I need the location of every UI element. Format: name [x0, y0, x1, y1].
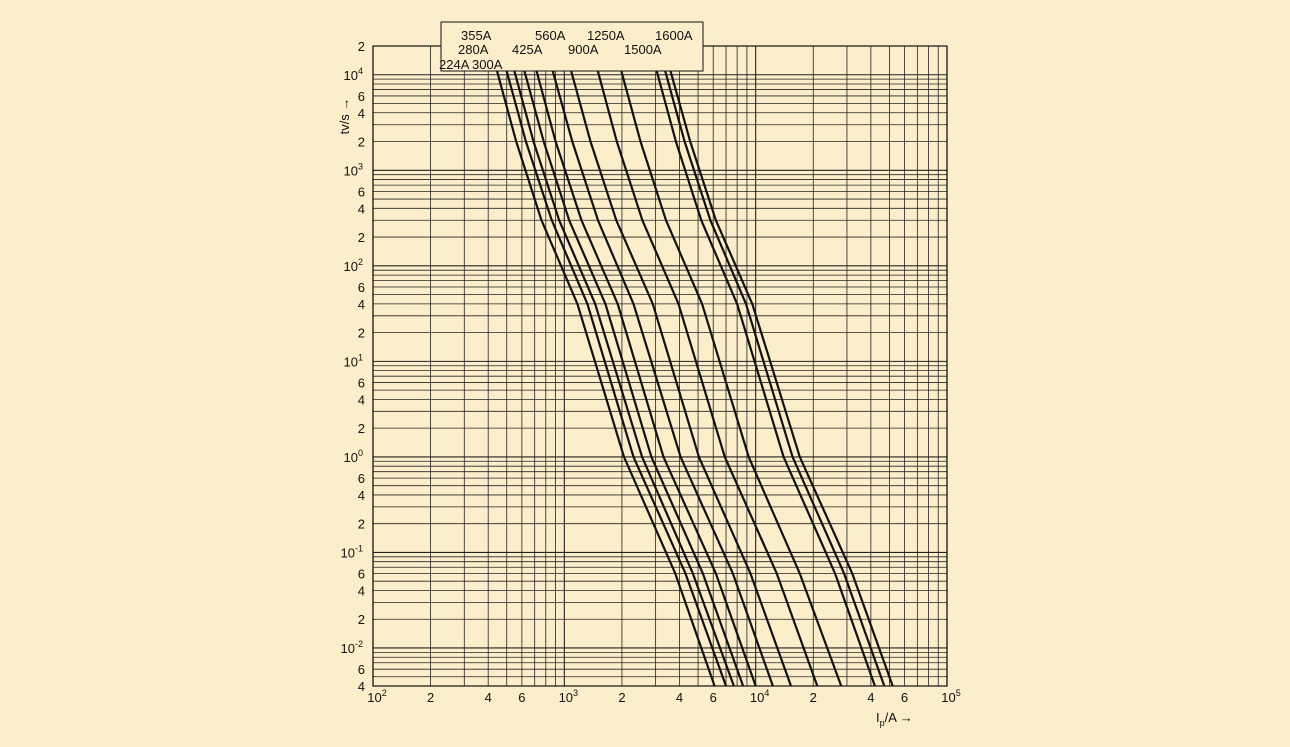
- x-tick-label: 6: [518, 690, 525, 705]
- series-line-900a: [563, 45, 793, 687]
- y-tick-label: 2: [358, 135, 365, 150]
- series-line-1500a: [613, 45, 843, 687]
- y-tick-label: 104: [344, 66, 363, 83]
- series-label: 1250A: [587, 28, 625, 43]
- series-line-300a: [506, 45, 735, 687]
- series-line-1250a: [590, 45, 819, 687]
- y-tick-label: 4: [358, 201, 365, 216]
- y-tick-label: 6: [358, 662, 365, 677]
- x-tick-label: 104: [750, 688, 769, 705]
- y-tick-label: 2: [358, 612, 365, 627]
- y-tick-label: 4: [358, 488, 365, 503]
- y-tick-label: 10-2: [341, 639, 363, 656]
- y-tick-label: 4: [358, 679, 365, 694]
- series-line-355a: [516, 45, 745, 687]
- x-tick-label: 6: [710, 690, 717, 705]
- x-axis-label-rest: /A →: [885, 710, 913, 725]
- x-tick-label: 2: [618, 690, 625, 705]
- series-label: 1600A: [655, 28, 693, 43]
- y-tick-label: 4: [358, 297, 365, 312]
- x-axis-label-base: I: [876, 710, 880, 725]
- series-line-1600a: [648, 45, 876, 687]
- y-tick-label: 6: [358, 567, 365, 582]
- y-axis-label: tv/s →: [337, 98, 352, 135]
- y-tick-label: 4: [358, 106, 365, 121]
- x-tick-label: 103: [559, 688, 578, 705]
- series-layer: [489, 45, 894, 687]
- x-tick-label: 4: [485, 690, 492, 705]
- y-tick-label: 6: [358, 89, 365, 104]
- x-tick-label: 105: [941, 688, 960, 705]
- y-tick-label: 2: [358, 326, 365, 341]
- y-tick-label: 4: [358, 583, 365, 598]
- y-tick-label: 4: [358, 392, 365, 407]
- series-line-560a: [544, 45, 774, 687]
- series-label: 560A: [535, 28, 566, 43]
- series-label-box: 355A 560A 1250A 1600A 280A 425A 900A 1500A 224A 3…: [439, 21, 704, 72]
- y-tick-labels: 4610-224610-1246100246101246102246103246…: [341, 39, 365, 694]
- series-label: 280A: [458, 42, 489, 57]
- y-tick-label: 2: [358, 517, 365, 532]
- series-label: 425A: [512, 42, 543, 57]
- y-tick-label: 102: [344, 257, 363, 274]
- series-label: 224A: [439, 57, 470, 72]
- x-tick-label: 102: [367, 688, 386, 705]
- y-tick-label: 2: [358, 421, 365, 436]
- y-tick-label: 2: [358, 230, 365, 245]
- y-tick-label: 6: [358, 376, 365, 391]
- series-line-280a: [498, 45, 728, 687]
- series-label: 1500A: [624, 42, 662, 57]
- series-label-box-frame: [440, 21, 704, 72]
- x-tick-label: 2: [427, 690, 434, 705]
- y-tick-label: 6: [358, 184, 365, 199]
- y-tick-label: 6: [358, 471, 365, 486]
- series-line-224a: [489, 45, 716, 687]
- series-line-425a: [528, 45, 757, 687]
- x-axis-label: Ip/A →: [876, 710, 913, 728]
- x-tick-label: 4: [676, 690, 683, 705]
- x-tick-labels: 102 2 4 6 103 2 4 6 104 2 4 6 105: [367, 688, 960, 705]
- x-tick-label: 2: [810, 690, 817, 705]
- series-label: 900A: [568, 42, 599, 57]
- series-line-unlabeled-11: [662, 45, 894, 687]
- y-tick-label: 101: [344, 352, 363, 369]
- x-axis-label-sub: p: [880, 718, 885, 728]
- y-tick-label: 10-1: [341, 543, 363, 560]
- y-tick-label: 100: [344, 448, 363, 465]
- series-line-unlabeled-10: [657, 45, 886, 687]
- x-tick-label: 6: [901, 690, 908, 705]
- y-tick-label: 103: [344, 161, 363, 178]
- y-tick-label: 6: [358, 280, 365, 295]
- y-tick-label: 2: [358, 39, 365, 54]
- series-label: 355A: [461, 28, 492, 43]
- series-label: 300A: [472, 57, 503, 72]
- x-tick-label: 4: [867, 690, 874, 705]
